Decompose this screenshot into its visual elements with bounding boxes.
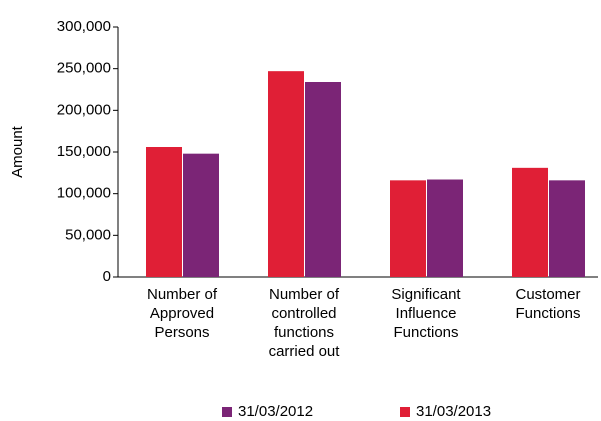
- x-tick-label: Number of Approved Persons: [146, 286, 218, 341]
- bar: [183, 153, 219, 277]
- y-tick-label: 250,000: [57, 60, 111, 77]
- bar: [549, 180, 585, 277]
- bar: [146, 147, 182, 277]
- y-tick-label: 150,000: [57, 143, 111, 160]
- bar: [427, 179, 463, 277]
- y-tick-label: 100,000: [57, 185, 111, 202]
- y-tick-label: 300,000: [57, 18, 111, 35]
- y-tick-label: 50,000: [65, 226, 111, 243]
- x-tick-label: Significant Influence Functions: [391, 286, 461, 341]
- bar: [512, 167, 548, 277]
- legend-label: 31/03/2012: [238, 403, 313, 420]
- legend-swatch: [400, 407, 410, 417]
- bar: [268, 71, 304, 278]
- bar: [305, 82, 341, 277]
- y-tick-label: 200,000: [57, 101, 111, 118]
- x-tick-label: Customer Functions: [515, 286, 581, 322]
- y-tick-label: 0: [103, 268, 111, 285]
- legend-swatch: [222, 407, 232, 417]
- x-tick-label: Number of controlled functions carried o…: [268, 286, 340, 360]
- y-axis-label: Amount: [9, 125, 26, 178]
- bar: [390, 180, 426, 277]
- legend-label: 31/03/2013: [416, 403, 491, 420]
